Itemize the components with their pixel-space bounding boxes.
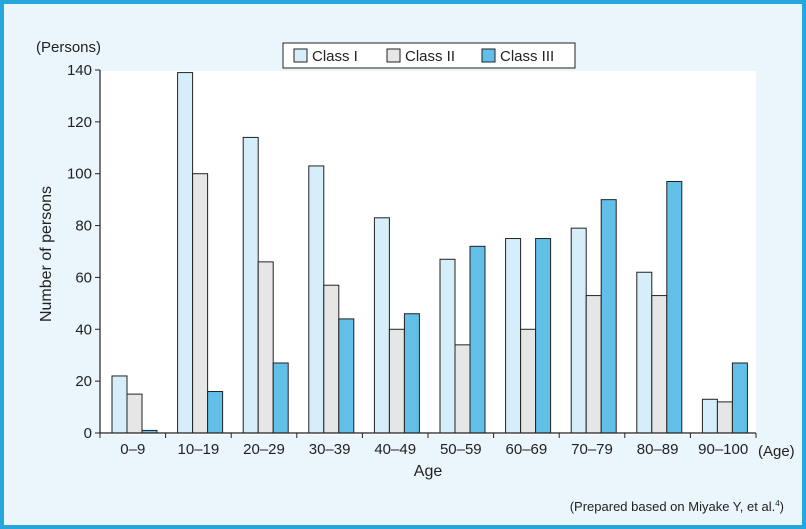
y-tick-label: 100 xyxy=(67,166,92,183)
x-tick-label: 60–69 xyxy=(506,441,548,458)
legend-label-class-iii: Class III xyxy=(500,48,554,65)
source-note-text: (Prepared based on Miyake Y, et al. xyxy=(570,499,775,514)
bar-class-i-6 xyxy=(505,238,522,434)
x-tick-label: 90–100 xyxy=(698,441,748,458)
y-tick-label: 0 xyxy=(84,425,92,442)
y-tick-label: 40 xyxy=(75,321,92,338)
bar-class-iii-9 xyxy=(731,362,748,434)
bar-class-ii-7 xyxy=(585,295,602,434)
bar-class-ii-0 xyxy=(126,393,143,434)
bar-class-ii-3 xyxy=(323,284,340,434)
bar-class-iii-4 xyxy=(403,313,420,434)
bar-class-i-1 xyxy=(177,72,194,434)
x-tick-label: 30–39 xyxy=(309,441,351,458)
bar-class-ii-9 xyxy=(716,401,733,434)
bar-class-i-9 xyxy=(701,398,718,434)
x-tick-label: 80–89 xyxy=(637,441,679,458)
legend-swatch-class-i xyxy=(293,48,308,63)
bar-class-ii-6 xyxy=(520,328,537,434)
y-tick-label: 140 xyxy=(67,62,92,79)
y-tick-label: 20 xyxy=(75,373,92,390)
legend-label-class-ii: Class II xyxy=(405,48,455,65)
y-tick-label: 120 xyxy=(67,114,92,131)
legend-swatch-class-iii xyxy=(481,48,496,63)
legend-box xyxy=(282,42,576,69)
legend-label-class-i: Class I xyxy=(312,48,358,65)
x-tick-label: 0–9 xyxy=(120,441,145,458)
x-tick-label: 50–59 xyxy=(440,441,482,458)
bar-class-iii-6 xyxy=(535,238,552,434)
source-note-end: ) xyxy=(780,499,784,514)
y-axis-unit: (Persons) xyxy=(36,39,101,56)
bar-class-iii-3 xyxy=(338,318,355,434)
bar-class-iii-2 xyxy=(272,362,289,434)
bar-class-i-2 xyxy=(242,136,259,434)
x-axis-unit: (Age) xyxy=(758,443,795,460)
source-note-superscript: 4 xyxy=(775,499,780,508)
x-tick-label: 20–29 xyxy=(243,441,285,458)
bar-class-i-4 xyxy=(373,217,390,434)
bar-class-iii-1 xyxy=(207,391,224,434)
bar-class-ii-1 xyxy=(192,173,209,434)
y-tick-label: 60 xyxy=(75,269,92,286)
legend: Class I Class II Class III xyxy=(282,42,576,69)
x-tick-label: 40–49 xyxy=(374,441,416,458)
bar-class-ii-5 xyxy=(454,344,471,434)
bar-class-i-3 xyxy=(308,165,325,434)
legend-swatch-class-ii xyxy=(386,48,401,63)
bar-class-iii-8 xyxy=(666,180,683,434)
y-axis-title: Number of persons xyxy=(38,186,55,322)
bar-class-iii-5 xyxy=(469,245,486,434)
bar-class-i-8 xyxy=(636,271,653,434)
x-axis-title: Age xyxy=(414,463,443,480)
bar-class-ii-2 xyxy=(257,261,274,434)
bar-class-i-0 xyxy=(111,375,128,434)
source-note: (Prepared based on Miyake Y, et al.4) xyxy=(570,499,784,514)
x-tick-label: 10–19 xyxy=(178,441,220,458)
bar-class-iii-7 xyxy=(600,199,617,434)
bar-class-ii-4 xyxy=(388,328,405,434)
x-tick-label: 70–79 xyxy=(571,441,613,458)
bars-group xyxy=(111,72,748,434)
axes-group: 0 20 40 60 80 100 120 140 0–9 10–19 20–29 30–39 40–4… xyxy=(67,62,757,458)
y-tick-label: 80 xyxy=(75,218,92,235)
bar-class-i-7 xyxy=(570,227,587,434)
bar-class-ii-8 xyxy=(651,295,668,434)
bar-class-i-5 xyxy=(439,258,456,434)
